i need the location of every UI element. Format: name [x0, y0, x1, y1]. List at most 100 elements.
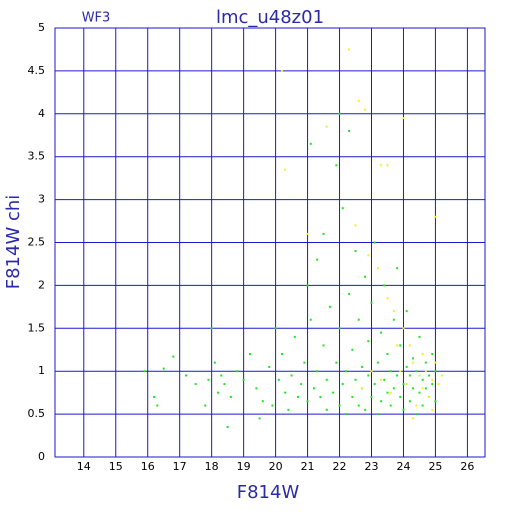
point	[360, 365, 363, 368]
point	[437, 383, 440, 386]
point	[322, 344, 325, 347]
point	[306, 232, 309, 235]
point	[402, 327, 405, 330]
point	[386, 391, 389, 394]
point	[316, 370, 319, 373]
point	[380, 400, 383, 403]
point	[421, 404, 424, 407]
point	[284, 391, 287, 394]
point	[399, 344, 402, 347]
point	[434, 361, 437, 364]
point	[418, 374, 421, 377]
point	[335, 361, 338, 364]
point	[280, 353, 283, 356]
y-tick-label: 0.5	[28, 407, 46, 420]
point	[316, 258, 319, 261]
point	[431, 408, 434, 411]
point	[367, 340, 370, 343]
point	[421, 353, 424, 356]
y-tick-label: 4.5	[28, 64, 46, 77]
point	[354, 378, 357, 381]
point	[348, 292, 351, 295]
point	[434, 370, 437, 373]
point	[204, 404, 207, 407]
point	[271, 404, 274, 407]
point	[424, 387, 427, 390]
point	[376, 413, 379, 416]
point	[325, 125, 328, 128]
point	[357, 404, 360, 407]
x-tick-label: 22	[333, 460, 347, 473]
point	[217, 391, 220, 394]
point	[370, 395, 373, 398]
point	[376, 267, 379, 270]
point	[338, 327, 341, 330]
point	[220, 374, 223, 377]
point	[357, 318, 360, 321]
point	[412, 417, 415, 420]
point	[354, 224, 357, 227]
point	[351, 395, 354, 398]
point	[392, 387, 395, 390]
point	[392, 318, 395, 321]
point	[351, 348, 354, 351]
point	[402, 408, 405, 411]
point	[396, 344, 399, 347]
point	[367, 374, 370, 377]
point	[386, 164, 389, 167]
point	[431, 383, 434, 386]
point	[364, 408, 367, 411]
point	[370, 370, 373, 373]
y-tick-label: 1.5	[28, 321, 46, 334]
x-tick-label: 20	[269, 460, 283, 473]
point	[434, 215, 437, 218]
x-tick-label: 15	[109, 460, 123, 473]
point	[153, 395, 156, 398]
point	[268, 365, 271, 368]
x-axis-label: F814W	[237, 482, 300, 503]
x-tick-label: 23	[365, 460, 379, 473]
point	[172, 355, 175, 358]
y-tick-label: 3	[38, 193, 45, 206]
point	[296, 395, 299, 398]
point	[280, 69, 283, 72]
x-tick-label: 25	[428, 460, 442, 473]
point	[300, 383, 303, 386]
point	[380, 331, 383, 334]
point	[312, 387, 315, 390]
point	[431, 353, 434, 356]
point	[332, 391, 335, 394]
point	[341, 383, 344, 386]
point	[290, 374, 293, 377]
point	[405, 383, 408, 386]
y-tick-label: 3.5	[28, 150, 46, 163]
point	[402, 383, 405, 386]
point	[418, 391, 421, 394]
point	[194, 383, 197, 386]
point	[415, 413, 418, 416]
point	[408, 374, 411, 377]
point	[421, 387, 424, 390]
point	[213, 361, 216, 364]
point	[328, 305, 331, 308]
point	[344, 370, 347, 373]
chart-subtitle: WF3	[82, 11, 111, 26]
point	[261, 400, 264, 403]
point	[143, 370, 146, 373]
point	[428, 374, 431, 377]
chart-title: lmc_u48z01	[216, 7, 324, 28]
point	[325, 378, 328, 381]
point	[322, 232, 325, 235]
point	[309, 318, 312, 321]
point	[370, 301, 373, 304]
point	[424, 361, 427, 364]
point	[389, 370, 392, 373]
point	[412, 387, 415, 390]
point	[335, 164, 338, 167]
y-tick-label: 4	[38, 107, 45, 120]
plot-frame	[54, 27, 486, 458]
point	[376, 361, 379, 364]
point	[408, 344, 411, 347]
